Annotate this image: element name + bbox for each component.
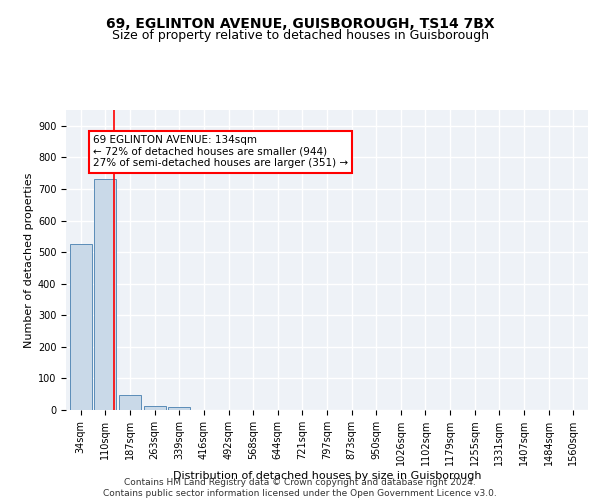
Bar [94, 180, 116, 410]
Text: 69, EGLINTON AVENUE, GUISBOROUGH, TS14 7BX: 69, EGLINTON AVENUE, GUISBOROUGH, TS14 7… [106, 18, 494, 32]
Bar [143, 406, 166, 410]
Text: 69 EGLINTON AVENUE: 134sqm
← 72% of detached houses are smaller (944)
27% of sem: 69 EGLINTON AVENUE: 134sqm ← 72% of deta… [93, 136, 348, 168]
Y-axis label: Number of detached properties: Number of detached properties [23, 172, 34, 348]
Bar [70, 244, 92, 410]
Bar [168, 408, 190, 410]
Text: Size of property relative to detached houses in Guisborough: Size of property relative to detached ho… [112, 29, 488, 42]
X-axis label: Distribution of detached houses by size in Guisborough: Distribution of detached houses by size … [173, 471, 481, 481]
Bar [119, 395, 141, 410]
Text: Contains HM Land Registry data © Crown copyright and database right 2024.
Contai: Contains HM Land Registry data © Crown c… [103, 478, 497, 498]
